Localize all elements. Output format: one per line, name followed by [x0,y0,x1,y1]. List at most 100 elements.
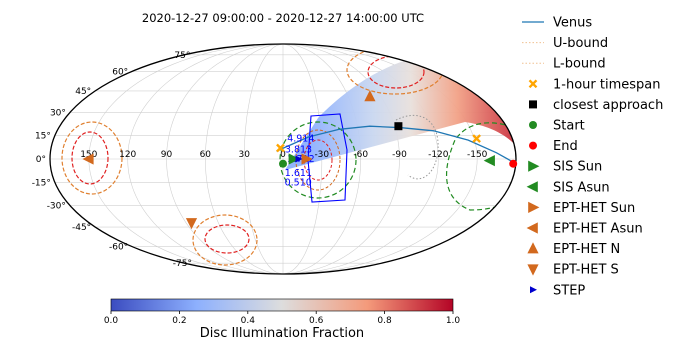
contour-s-inner [204,224,250,254]
contour-asun-inner [71,131,109,185]
legend-item: EPT-HET Asun [526,222,643,237]
legend-label: 1-hour timespan [553,77,660,92]
lat-tick-label: 15° [35,132,51,142]
lon-tick-label: 60 [200,150,212,160]
legend-label: Start [553,119,585,134]
lat-tick-label: 60° [112,67,128,77]
contour-ept-sun-inner [303,139,333,181]
longitude-tick-labels: 150 120 90 60 30 0 -30 -60 -90 -120 -150 [80,150,487,160]
lon-tick-label: -90 [392,150,407,160]
legend-swatch [529,141,537,150]
legend-label: EPT-HET Sun [553,201,635,216]
colorbar-ticks: 0.0 0.2 0.4 0.6 0.8 1.0 [104,311,461,326]
legend-swatch [527,264,539,276]
legend-label: SIS Sun [553,160,602,175]
legend-swatch [528,79,538,89]
legend-item: EPT-HET S [527,263,619,278]
ept-het-s-marker [185,218,198,230]
lon-tick-label: 0 [280,150,286,160]
legend-item: Venus [522,16,592,31]
sis-sun-marker [288,153,300,165]
legend-label: L-bound [553,57,606,72]
legend-item: U-bound [522,36,608,51]
step-marker [295,155,303,163]
legend-item: L-bound [522,57,606,72]
colorbar-tick-label: 0.6 [309,316,324,326]
legend-swatch [528,160,540,172]
ept-het-sun-marker [301,153,313,165]
contour-label: 4.914 [287,134,314,145]
graticule [50,44,516,274]
lat-tick-label: -30° [47,202,66,212]
sis-asun-marker [483,155,495,167]
legend-label: SIS Asun [553,180,610,195]
legend-item: Start [529,119,585,134]
colorbar [110,298,454,312]
colorbar-tick-label: 0.2 [172,316,186,326]
markers [82,90,518,230]
lat-tick-label: 45° [75,87,91,97]
contour-label: 0.510 [285,178,312,189]
contour-sis-sun [279,121,357,199]
contour-label: 3.813 [285,145,312,156]
lon-tick-label: 120 [119,150,136,160]
legend-swatch [526,222,538,234]
one-hour-marker [276,143,285,153]
legend-item: closest approach [529,98,663,113]
lon-tick-label: -30 [314,150,329,160]
legend-label: EPT-HET Asun [553,222,643,237]
legend-label: End [553,139,578,154]
legend-item: 1-hour timespan [528,77,660,92]
legend-item: STEP [530,283,585,298]
lat-tick-label: 0° [36,155,46,165]
end-marker [509,159,518,168]
lon-tick-label: 30 [238,150,250,160]
lat-tick-label: 75° [174,51,190,61]
colorbar-tick-label: 0.0 [104,316,119,326]
ept-het-asun-marker [82,153,94,165]
ept-het-n-marker [364,90,376,102]
latitude-tick-labels: 75° 60° 45° 30° 15° 0° -15° -30° -45° -60° -75° [32,51,192,269]
legend-item: EPT-HET Sun [528,201,635,216]
colorbar-tick-label: 1.0 [446,316,461,326]
colorbar-tick-label: 0.8 [377,316,392,326]
lon-tick-label: -120 [428,150,449,160]
colorbar-tick-label: 0.4 [241,316,256,326]
contour-asun-outer [61,121,123,195]
lat-tick-label: -45° [72,223,91,233]
legend-label: U-bound [553,36,608,51]
lat-tick-label: 30° [50,109,66,119]
lon-tick-label: -150 [467,150,488,160]
legend: Venus U-bound L-bound 1-hour timespan closes… [522,16,663,298]
one-hour-marker [472,134,481,143]
legend-label: STEP [553,283,585,298]
lon-tick-label: -60 [353,150,368,160]
legend-swatch [528,201,540,213]
contour-label: 1.611 [285,168,312,179]
start-marker [279,159,287,168]
u-bound-trace [395,114,439,180]
legend-label: Venus [553,16,592,31]
legend-swatch [530,286,537,294]
lat-tick-label: -60° [109,243,128,253]
legend-item: End [529,139,578,154]
legend-item: SIS Sun [528,160,602,175]
chart-title: 2020-12-27 09:00:00 - 2020-12-27 14:00:0… [142,11,424,25]
legend-swatch [526,181,538,193]
lat-tick-label: -75° [173,259,192,269]
legend-label: closest approach [553,98,663,113]
lon-tick-label: 150 [80,150,97,160]
lon-tick-label: 90 [161,150,173,160]
legend-label: EPT-HET N [553,242,620,257]
legend-label: EPT-HET S [553,263,619,278]
map-outline [49,43,517,275]
contour-s-outer [192,214,258,266]
legend-swatch [529,100,537,109]
lat-tick-label: -15° [32,179,51,189]
legend-item: SIS Asun [526,180,610,195]
legend-item: EPT-HET N [527,242,620,257]
colorbar-label: Disc Illumination Fraction [200,326,364,341]
legend-swatch [529,121,537,129]
legend-swatch [527,242,539,254]
